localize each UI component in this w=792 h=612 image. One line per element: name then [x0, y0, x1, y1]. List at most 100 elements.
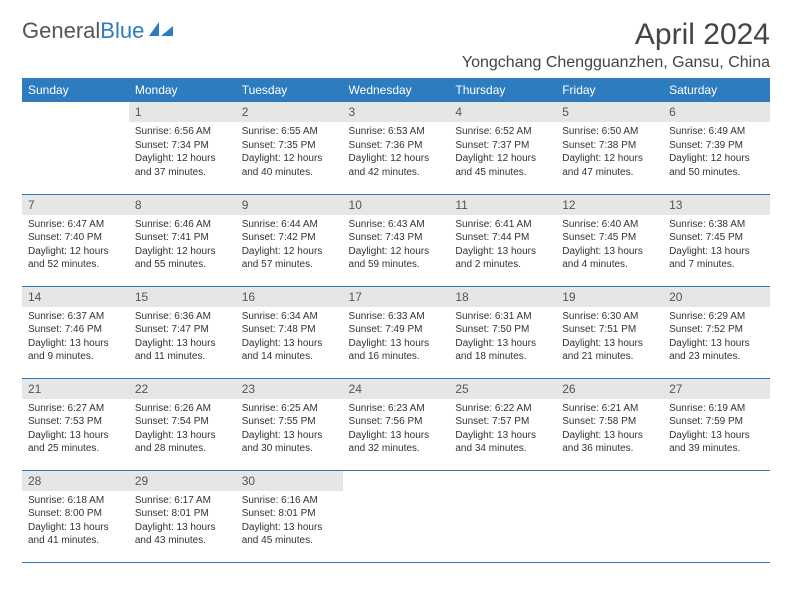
calendar-week: 1Sunrise: 6:56 AMSunset: 7:34 PMDaylight…	[22, 102, 770, 194]
sunset: Sunset: 8:01 PM	[135, 507, 230, 521]
daylight: Daylight: 12 hours and 47 minutes.	[562, 152, 657, 179]
daylight: Daylight: 13 hours and 43 minutes.	[135, 521, 230, 548]
sunset: Sunset: 7:44 PM	[455, 231, 550, 245]
calendar-day	[343, 470, 450, 562]
sunrise: Sunrise: 6:29 AM	[669, 310, 764, 324]
calendar-day: 18Sunrise: 6:31 AMSunset: 7:50 PMDayligh…	[449, 286, 556, 378]
calendar-day: 16Sunrise: 6:34 AMSunset: 7:48 PMDayligh…	[236, 286, 343, 378]
day-details: Sunrise: 6:38 AMSunset: 7:45 PMDaylight:…	[663, 215, 770, 277]
sunrise: Sunrise: 6:17 AM	[135, 494, 230, 508]
day-details: Sunrise: 6:23 AMSunset: 7:56 PMDaylight:…	[343, 399, 450, 461]
sunset: Sunset: 7:48 PM	[242, 323, 337, 337]
calendar-week: 7Sunrise: 6:47 AMSunset: 7:40 PMDaylight…	[22, 194, 770, 286]
daylight: Daylight: 13 hours and 34 minutes.	[455, 429, 550, 456]
day-details: Sunrise: 6:29 AMSunset: 7:52 PMDaylight:…	[663, 307, 770, 369]
sunset: Sunset: 7:52 PM	[669, 323, 764, 337]
weekday-header: Thursday	[449, 78, 556, 102]
day-number: 22	[129, 379, 236, 399]
day-details: Sunrise: 6:26 AMSunset: 7:54 PMDaylight:…	[129, 399, 236, 461]
sunrise: Sunrise: 6:31 AM	[455, 310, 550, 324]
daylight: Daylight: 13 hours and 36 minutes.	[562, 429, 657, 456]
brand-logo: GeneralBlue	[22, 18, 175, 44]
day-details: Sunrise: 6:55 AMSunset: 7:35 PMDaylight:…	[236, 122, 343, 184]
weekday-header: Monday	[129, 78, 236, 102]
daylight: Daylight: 13 hours and 21 minutes.	[562, 337, 657, 364]
daylight: Daylight: 12 hours and 57 minutes.	[242, 245, 337, 272]
calendar-day: 10Sunrise: 6:43 AMSunset: 7:43 PMDayligh…	[343, 194, 450, 286]
day-details: Sunrise: 6:31 AMSunset: 7:50 PMDaylight:…	[449, 307, 556, 369]
calendar-day: 23Sunrise: 6:25 AMSunset: 7:55 PMDayligh…	[236, 378, 343, 470]
daylight: Daylight: 13 hours and 2 minutes.	[455, 245, 550, 272]
day-details: Sunrise: 6:22 AMSunset: 7:57 PMDaylight:…	[449, 399, 556, 461]
day-number: 29	[129, 471, 236, 491]
weekday-header: Tuesday	[236, 78, 343, 102]
day-details: Sunrise: 6:36 AMSunset: 7:47 PMDaylight:…	[129, 307, 236, 369]
day-number: 23	[236, 379, 343, 399]
daylight: Daylight: 12 hours and 52 minutes.	[28, 245, 123, 272]
daylight: Daylight: 13 hours and 32 minutes.	[349, 429, 444, 456]
sunset: Sunset: 7:50 PM	[455, 323, 550, 337]
day-number: 7	[22, 195, 129, 215]
day-number: 25	[449, 379, 556, 399]
day-details: Sunrise: 6:30 AMSunset: 7:51 PMDaylight:…	[556, 307, 663, 369]
brand-part2: Blue	[100, 18, 144, 44]
calendar-day	[22, 102, 129, 194]
day-details: Sunrise: 6:46 AMSunset: 7:41 PMDaylight:…	[129, 215, 236, 277]
sunset: Sunset: 8:01 PM	[242, 507, 337, 521]
daylight: Daylight: 13 hours and 9 minutes.	[28, 337, 123, 364]
day-details: Sunrise: 6:25 AMSunset: 7:55 PMDaylight:…	[236, 399, 343, 461]
day-number: 26	[556, 379, 663, 399]
calendar-day: 7Sunrise: 6:47 AMSunset: 7:40 PMDaylight…	[22, 194, 129, 286]
day-details: Sunrise: 6:50 AMSunset: 7:38 PMDaylight:…	[556, 122, 663, 184]
sunset: Sunset: 7:40 PM	[28, 231, 123, 245]
daylight: Daylight: 13 hours and 39 minutes.	[669, 429, 764, 456]
sunset: Sunset: 7:42 PM	[242, 231, 337, 245]
calendar-day: 2Sunrise: 6:55 AMSunset: 7:35 PMDaylight…	[236, 102, 343, 194]
sunrise: Sunrise: 6:56 AM	[135, 125, 230, 139]
calendar-day: 14Sunrise: 6:37 AMSunset: 7:46 PMDayligh…	[22, 286, 129, 378]
day-number: 4	[449, 102, 556, 122]
daylight: Daylight: 12 hours and 55 minutes.	[135, 245, 230, 272]
day-details: Sunrise: 6:49 AMSunset: 7:39 PMDaylight:…	[663, 122, 770, 184]
sunset: Sunset: 7:39 PM	[669, 139, 764, 153]
sunset: Sunset: 7:35 PM	[242, 139, 337, 153]
daylight: Daylight: 12 hours and 42 minutes.	[349, 152, 444, 179]
sunrise: Sunrise: 6:27 AM	[28, 402, 123, 416]
calendar-day: 25Sunrise: 6:22 AMSunset: 7:57 PMDayligh…	[449, 378, 556, 470]
day-number: 28	[22, 471, 129, 491]
sunrise: Sunrise: 6:36 AM	[135, 310, 230, 324]
day-number: 14	[22, 287, 129, 307]
day-details: Sunrise: 6:56 AMSunset: 7:34 PMDaylight:…	[129, 122, 236, 184]
calendar-week: 28Sunrise: 6:18 AMSunset: 8:00 PMDayligh…	[22, 470, 770, 562]
sunrise: Sunrise: 6:40 AM	[562, 218, 657, 232]
daylight: Daylight: 12 hours and 50 minutes.	[669, 152, 764, 179]
sunrise: Sunrise: 6:22 AM	[455, 402, 550, 416]
brand-part1: General	[22, 18, 100, 44]
sunrise: Sunrise: 6:53 AM	[349, 125, 444, 139]
sunset: Sunset: 7:34 PM	[135, 139, 230, 153]
sunrise: Sunrise: 6:19 AM	[669, 402, 764, 416]
calendar-week: 21Sunrise: 6:27 AMSunset: 7:53 PMDayligh…	[22, 378, 770, 470]
sunrise: Sunrise: 6:21 AM	[562, 402, 657, 416]
daylight: Daylight: 12 hours and 45 minutes.	[455, 152, 550, 179]
location: Yongchang Chengguanzhen, Gansu, China	[462, 54, 770, 72]
day-number: 30	[236, 471, 343, 491]
sunrise: Sunrise: 6:44 AM	[242, 218, 337, 232]
calendar-day: 11Sunrise: 6:41 AMSunset: 7:44 PMDayligh…	[449, 194, 556, 286]
calendar-day	[663, 470, 770, 562]
calendar-day: 22Sunrise: 6:26 AMSunset: 7:54 PMDayligh…	[129, 378, 236, 470]
day-number: 8	[129, 195, 236, 215]
day-details	[343, 491, 450, 499]
weekday-header: Saturday	[663, 78, 770, 102]
day-number: 6	[663, 102, 770, 122]
day-number: 1	[129, 102, 236, 122]
daylight: Daylight: 13 hours and 23 minutes.	[669, 337, 764, 364]
calendar-day: 13Sunrise: 6:38 AMSunset: 7:45 PMDayligh…	[663, 194, 770, 286]
day-details: Sunrise: 6:18 AMSunset: 8:00 PMDaylight:…	[22, 491, 129, 553]
sunrise: Sunrise: 6:43 AM	[349, 218, 444, 232]
daylight: Daylight: 13 hours and 4 minutes.	[562, 245, 657, 272]
daylight: Daylight: 13 hours and 7 minutes.	[669, 245, 764, 272]
day-number: 11	[449, 195, 556, 215]
calendar-day: 3Sunrise: 6:53 AMSunset: 7:36 PMDaylight…	[343, 102, 450, 194]
sunset: Sunset: 7:47 PM	[135, 323, 230, 337]
